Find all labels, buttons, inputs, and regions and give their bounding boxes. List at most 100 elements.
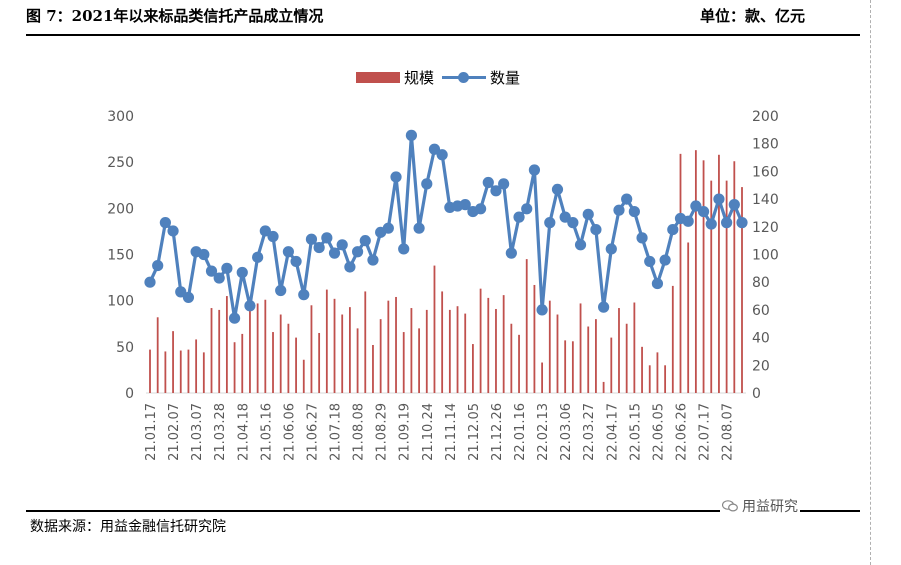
line-point (590, 223, 602, 236)
line-point (651, 277, 664, 290)
line-point (305, 233, 318, 245)
y-right-tick-label: 80 (752, 275, 770, 291)
y-right-tick-label: 20 (752, 358, 770, 374)
line-point (367, 254, 379, 266)
bar-mark (395, 296, 397, 393)
bar-mark (256, 303, 259, 393)
chart-figure-title: 图 7：2021年以来标品类信托产品成立情况 (26, 7, 324, 25)
bar-mark (433, 265, 436, 393)
bar-mark (579, 303, 582, 393)
bar-mark (387, 300, 390, 393)
line-point (636, 232, 648, 244)
bar-mark (518, 334, 520, 393)
legend-bar-label: 规模 (404, 69, 435, 87)
line-point (228, 312, 241, 324)
line-point (598, 301, 610, 313)
bar-mark (525, 259, 528, 393)
wechat-icon (722, 500, 738, 512)
x-tick-label: 22.07.17 (698, 403, 713, 461)
x-tick-label: 21.11.14 (444, 403, 459, 461)
line-series-path (148, 133, 744, 320)
x-tick-label: 21.12.05 (467, 403, 482, 461)
x-tick-label: 21.05.16 (259, 403, 274, 461)
line-point (551, 183, 564, 196)
line-point (182, 291, 195, 304)
y-right-tick-label: 160 (752, 164, 779, 180)
bar-mark (671, 285, 674, 393)
line-point (505, 247, 517, 259)
y-right-tick-label: 40 (752, 331, 770, 347)
x-tick-label: 22.03.27 (582, 403, 597, 461)
line-point (582, 208, 594, 220)
bar-mark (479, 288, 482, 393)
bar-mark (487, 297, 490, 393)
line-point (213, 272, 225, 284)
line-point (690, 200, 702, 212)
y-right-tick-label: 100 (752, 248, 779, 264)
line-point (390, 171, 402, 183)
line-point (144, 276, 156, 288)
bar-mark (733, 161, 736, 393)
y-left-tick-label: 150 (107, 248, 134, 264)
line-point (713, 193, 725, 205)
line-point (290, 255, 302, 268)
bar-mark (225, 296, 228, 393)
bar-mark (341, 314, 344, 393)
line-point (697, 205, 710, 218)
legend-bar-swatch (356, 72, 400, 83)
line-point (359, 235, 371, 247)
line-point (221, 262, 233, 274)
x-tick-label: 22.01.16 (513, 403, 528, 461)
y-right-tick-label: 0 (752, 386, 761, 402)
line-point (159, 217, 171, 229)
bar-mark (356, 328, 359, 393)
x-tick-label: 22.03.06 (559, 403, 574, 461)
line-point (498, 178, 510, 190)
line-point (574, 239, 587, 251)
line-point (528, 164, 541, 176)
bar-mark (179, 350, 182, 393)
watermark: 用益研究 (720, 496, 800, 516)
bar-mark (610, 337, 613, 393)
bar-mark (364, 291, 367, 393)
bar-mark (172, 331, 174, 393)
line-point (628, 205, 640, 218)
line-point (205, 265, 218, 277)
line-point (175, 286, 187, 298)
x-tick-label: 22.05.15 (628, 403, 643, 461)
line-point (421, 178, 433, 190)
bar-mark (372, 344, 374, 393)
line-point (705, 218, 717, 230)
chart-legend: 规模 数量 (356, 67, 520, 88)
x-tick-label: 22.08.07 (721, 403, 736, 461)
x-tick-label: 21.08.29 (375, 403, 390, 461)
line-point (613, 204, 625, 216)
bar-mark (679, 153, 682, 393)
line-point (736, 217, 748, 229)
bar-mark (602, 381, 605, 393)
line-point (621, 193, 633, 205)
x-tick-label: 22.04.17 (605, 403, 620, 461)
legend-line-label: 数量 (490, 69, 521, 87)
line-point (167, 225, 179, 237)
bar-mark (556, 314, 559, 393)
bar-mark (456, 306, 459, 393)
line-point (474, 203, 487, 215)
legend-line-swatch (442, 72, 487, 83)
x-tick-label: 21.06.27 (306, 403, 321, 461)
line-point (436, 149, 448, 161)
y-left-tick-label: 300 (107, 109, 134, 125)
bar-mark (587, 326, 590, 393)
line-point (490, 185, 502, 197)
x-tick-label: 22.06.26 (675, 403, 690, 461)
bar-mark (694, 150, 697, 393)
line-point (659, 254, 671, 266)
bar-mark (664, 365, 667, 393)
line-point (382, 222, 394, 234)
x-tick-label: 21.04.18 (236, 403, 251, 461)
x-tick-label: 21.12.26 (490, 403, 505, 461)
bar-mark (202, 352, 205, 393)
bar-mark (402, 332, 405, 393)
bar-mark (333, 298, 336, 393)
bar-mark (156, 317, 159, 393)
